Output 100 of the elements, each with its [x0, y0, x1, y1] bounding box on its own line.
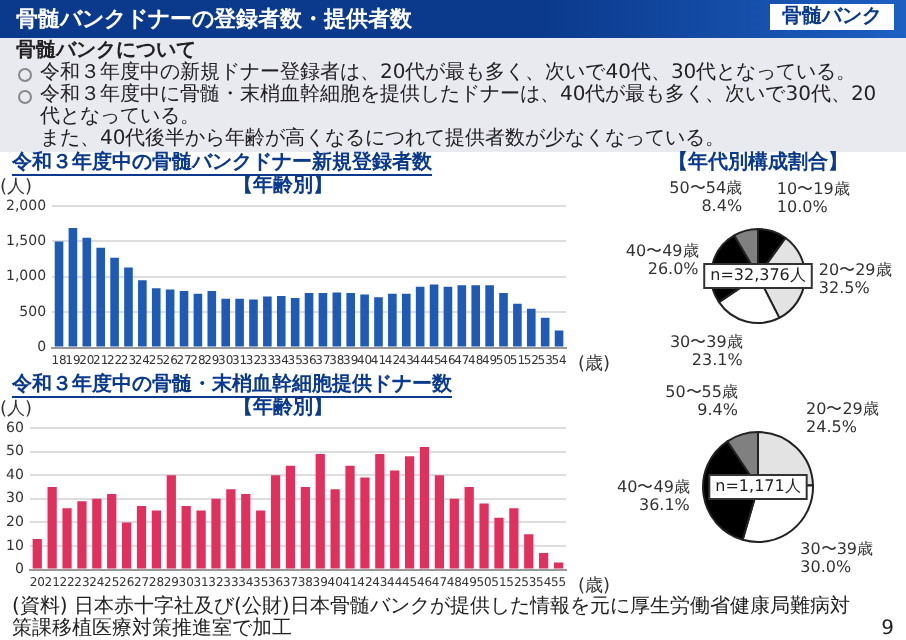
chart-title: 【年代別構成割合】 — [666, 152, 850, 174]
bar — [54, 241, 64, 347]
bar — [419, 446, 430, 569]
bar — [554, 330, 564, 347]
text: また、40代後半から年齢が高くなるにつれて提供者数が少なくなっている。 — [38, 128, 728, 150]
bar — [77, 501, 87, 569]
bar — [263, 296, 272, 347]
bar — [165, 289, 175, 347]
bar — [68, 227, 78, 347]
bar — [32, 538, 42, 569]
bar — [138, 280, 147, 347]
chart-title: 令和３年度中の骨髄・末梢血幹細胞提供ドナー数 — [12, 374, 452, 398]
y-axis-title: (人) — [0, 175, 33, 198]
text: 令和３年度中に骨髄・末梢血幹細胞を提供したドナーは、40代が最も多く、次いで30代、20代となっている。 — [38, 84, 879, 128]
bar — [390, 470, 400, 569]
text: 骨髄バンクドナーの登録者数・提供者数 — [16, 6, 412, 32]
bar — [499, 293, 508, 347]
slice-label: 10〜19歳 — [776, 180, 850, 199]
bar — [136, 505, 147, 569]
bar — [122, 522, 132, 569]
x-axis-title: (歳) — [578, 575, 611, 598]
slice-label: 20〜29歳 — [806, 399, 879, 418]
data-label: 36.1% — [638, 495, 691, 514]
bar — [47, 487, 57, 569]
bar — [196, 510, 206, 569]
bar — [300, 487, 310, 569]
bar — [207, 290, 217, 347]
bar — [443, 286, 453, 347]
bar — [457, 285, 467, 347]
bar — [110, 257, 119, 347]
bar — [415, 286, 425, 347]
text: 骨髄バンクについて — [16, 40, 196, 62]
bar — [479, 503, 489, 569]
slice-label: 50〜54歳 — [669, 179, 743, 198]
text: 9 — [879, 618, 894, 640]
data-label: 24.5% — [806, 417, 858, 436]
bar — [290, 298, 300, 347]
bar — [270, 475, 281, 569]
bar — [429, 284, 439, 347]
bar — [524, 534, 534, 569]
slice-label: 50〜55歳 — [665, 383, 738, 402]
bar — [221, 298, 231, 347]
bar — [62, 508, 72, 569]
bar — [256, 510, 266, 569]
chart-title: 令和３年度中の骨髄バンクドナー新規登録者数 — [12, 152, 432, 176]
bar — [193, 293, 203, 347]
bar — [526, 308, 536, 347]
bar — [166, 475, 176, 569]
bar — [540, 317, 550, 347]
bar — [330, 489, 340, 569]
bar — [346, 293, 356, 347]
data-label: 30.0% — [800, 557, 852, 576]
bar — [181, 505, 191, 569]
bar — [318, 293, 328, 347]
slice-label: 40〜49歳 — [617, 477, 690, 496]
bar — [315, 453, 325, 569]
x-axis-title: (歳) — [578, 353, 611, 376]
data-label: 8.4% — [701, 197, 743, 216]
bar — [211, 498, 221, 569]
bar — [374, 297, 383, 347]
text: 令和３年度中の新規ドナー登録者は、20代が最も多く、次いで40代、30代となっている。 — [38, 62, 859, 84]
data-label: 26.0% — [647, 260, 700, 279]
text: n=1,171人 — [715, 477, 801, 496]
bar — [96, 247, 105, 347]
data-label: 9.4% — [697, 401, 739, 420]
bar — [509, 508, 519, 569]
bar — [375, 453, 385, 569]
bar — [179, 290, 189, 347]
bar — [401, 293, 411, 347]
slice-label: 20〜29歳 — [818, 260, 892, 279]
bar — [345, 465, 355, 569]
bar — [285, 465, 296, 569]
data-label: 32.5% — [818, 278, 871, 297]
bar — [304, 293, 314, 347]
bar — [151, 288, 161, 347]
data-label: 23.1% — [691, 351, 744, 370]
bar — [360, 294, 369, 347]
bar — [241, 494, 251, 569]
slice-label: 30〜39歳 — [669, 333, 743, 352]
bar — [332, 292, 342, 347]
bar — [471, 285, 481, 347]
bar — [151, 510, 162, 569]
bar — [539, 553, 549, 569]
bar — [107, 494, 117, 569]
bar — [124, 267, 133, 347]
bar — [553, 562, 564, 569]
bar — [235, 298, 244, 347]
slice-label: 40〜49歳 — [625, 242, 699, 261]
bar — [485, 285, 494, 347]
bar — [388, 293, 397, 347]
bar — [360, 477, 370, 569]
bar — [464, 487, 474, 569]
bar — [494, 517, 504, 569]
text: 骨髄バンク — [770, 4, 894, 30]
bar — [434, 475, 445, 569]
bar — [226, 489, 236, 569]
bar — [513, 303, 522, 347]
text: n=32,376人 — [710, 266, 806, 285]
text: (資料) 日本赤十字社及び(公財)日本骨髄バンクが提供した情報を元に厚生労働省健康局難病対策課移植医療対策推進室で加工 — [12, 596, 852, 640]
bar — [276, 295, 286, 347]
